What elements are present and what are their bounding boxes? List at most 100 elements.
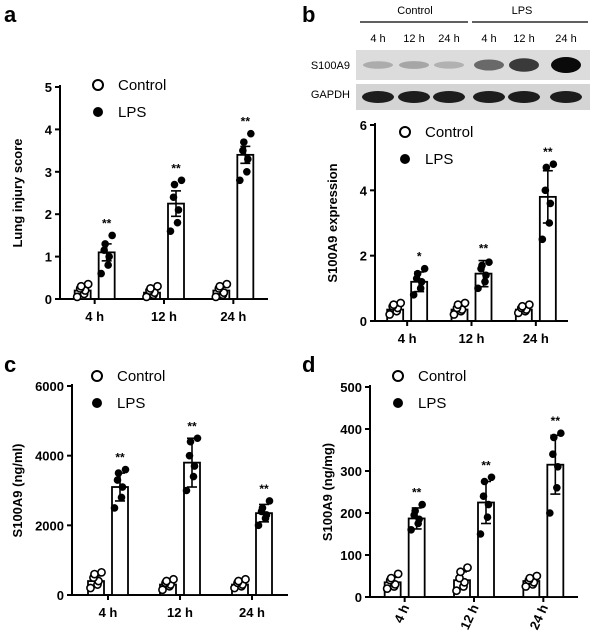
data-point-lps — [236, 176, 244, 185]
data-point-lps — [476, 530, 485, 538]
data-point-control — [386, 573, 396, 583]
data-point-lps — [409, 291, 418, 299]
western-blot: Control LPS 4 h 12 h 24 h 4 h 12 h 24 h S100A9 GA… — [311, 5, 590, 110]
chart-panel-c: 0 2000 4000 6000 S100A9 (ng/ml) 4 h ** 12 h ** 24… — [10, 368, 288, 620]
data-point-lps — [193, 434, 202, 443]
data-point-control — [158, 585, 167, 595]
x-tick-label: 12 h — [458, 331, 484, 346]
data-point-lps — [481, 278, 489, 286]
data-point-control — [169, 574, 178, 584]
y-tick-label: 4 — [360, 183, 368, 198]
x-tick-label: 12 h — [457, 602, 482, 632]
data-point-control — [234, 576, 243, 586]
data-point-control — [222, 279, 232, 289]
data-point-control — [456, 567, 465, 577]
legend-marker-lps — [393, 398, 403, 408]
data-point-control — [452, 586, 461, 596]
data-point-lps — [485, 258, 493, 267]
data-point-control — [162, 576, 171, 586]
bar-lps — [111, 486, 129, 596]
y-tick-label: 0 — [57, 588, 64, 603]
chart-panel-b: 0 2 4 6 S100A9 expression 4 h * 12 h ** 24 h ** Con… — [325, 118, 568, 346]
y-tick-label: 0 — [355, 590, 362, 605]
data-point-lps — [240, 138, 248, 146]
blot-band-s100a9 — [434, 61, 464, 69]
data-point-lps — [542, 163, 551, 172]
data-point-lps — [484, 500, 493, 509]
blot-lane-label: 4 h — [370, 33, 385, 45]
y-tick-label: 500 — [340, 380, 362, 395]
data-point-control — [382, 584, 392, 593]
blot-band-gapdh — [550, 91, 582, 103]
data-point-control — [453, 300, 463, 310]
significance-label: ** — [115, 451, 125, 465]
data-point-lps — [415, 515, 423, 524]
data-point-control — [524, 300, 534, 310]
legend-marker-lps — [93, 107, 103, 117]
data-point-lps — [554, 463, 562, 471]
blot-band-gapdh — [473, 91, 505, 103]
data-point-control — [525, 573, 535, 583]
data-point-control — [83, 279, 93, 289]
data-point-control — [86, 583, 95, 593]
significance-label: ** — [102, 216, 112, 230]
significance-label: ** — [479, 242, 489, 256]
y-axis-title: S100A9 (ng/ml) — [10, 444, 25, 538]
legend-label-lps: LPS — [418, 395, 446, 412]
data-point-lps — [550, 433, 558, 442]
chart-panel-a: 0 1 2 3 4 5 Lung injury score 4 h ** 12 h ** 24 h **… — [10, 77, 268, 324]
x-tick-label: 12 h — [151, 309, 177, 324]
panel-label-c: c — [4, 352, 16, 377]
y-tick-label: 4000 — [35, 449, 64, 464]
legend-label-control: Control — [425, 124, 473, 141]
panel-label-b: b — [302, 2, 315, 27]
legend-marker-lps — [92, 398, 102, 408]
blot-row-label-s100a9: S100A9 — [311, 60, 350, 72]
data-point-control — [97, 567, 106, 577]
data-point-lps — [101, 240, 109, 248]
significance-label: ** — [171, 161, 181, 175]
blot-band-s100a9 — [363, 61, 393, 69]
y-axis-title: S100A9 (ng/mg) — [320, 443, 335, 541]
significance-label: ** — [187, 419, 197, 433]
data-point-lps — [416, 284, 425, 293]
data-point-lps — [104, 261, 112, 269]
blot-lane-label: 24 h — [555, 33, 576, 45]
blot-band-gapdh — [362, 91, 394, 103]
significance-label: ** — [259, 482, 269, 496]
bar-lps — [236, 153, 255, 300]
data-point-lps — [97, 269, 105, 278]
data-point-control — [389, 300, 399, 310]
x-tick-label: 4 h — [99, 605, 118, 620]
data-point-lps — [418, 500, 426, 509]
chart-panel-d: 0 100 200 300 400 500 S100A9 (ng/mg) 4 h ** 12 h *… — [320, 368, 578, 632]
data-point-lps — [121, 465, 130, 474]
data-point-lps — [546, 199, 555, 208]
data-point-control — [460, 298, 470, 308]
data-point-control — [385, 310, 395, 319]
significance-label: ** — [551, 414, 561, 428]
data-point-lps — [538, 235, 547, 244]
blot-band-s100a9 — [509, 58, 539, 72]
data-point-lps — [265, 497, 274, 505]
data-point-lps — [239, 146, 247, 155]
blot-band-gapdh — [398, 91, 430, 103]
data-point-lps — [474, 284, 482, 293]
data-point-lps — [110, 504, 119, 512]
data-point-lps — [553, 484, 561, 492]
significance-label: ** — [241, 115, 251, 129]
data-point-lps — [549, 160, 558, 168]
y-tick-label: 400 — [340, 422, 362, 437]
legend-label-lps: LPS — [117, 395, 145, 412]
blot-group-label-lps: LPS — [512, 5, 533, 17]
data-point-lps — [166, 227, 175, 235]
y-tick-label: 2 — [45, 207, 52, 222]
data-point-lps — [190, 462, 199, 470]
significance-label: * — [417, 250, 422, 264]
y-tick-label: 1 — [45, 250, 52, 265]
x-tick-label: 24 h — [239, 605, 265, 620]
y-tick-label: 6000 — [35, 379, 64, 394]
data-point-lps — [182, 486, 191, 495]
data-point-lps — [177, 176, 186, 185]
y-tick-label: 0 — [45, 292, 52, 307]
